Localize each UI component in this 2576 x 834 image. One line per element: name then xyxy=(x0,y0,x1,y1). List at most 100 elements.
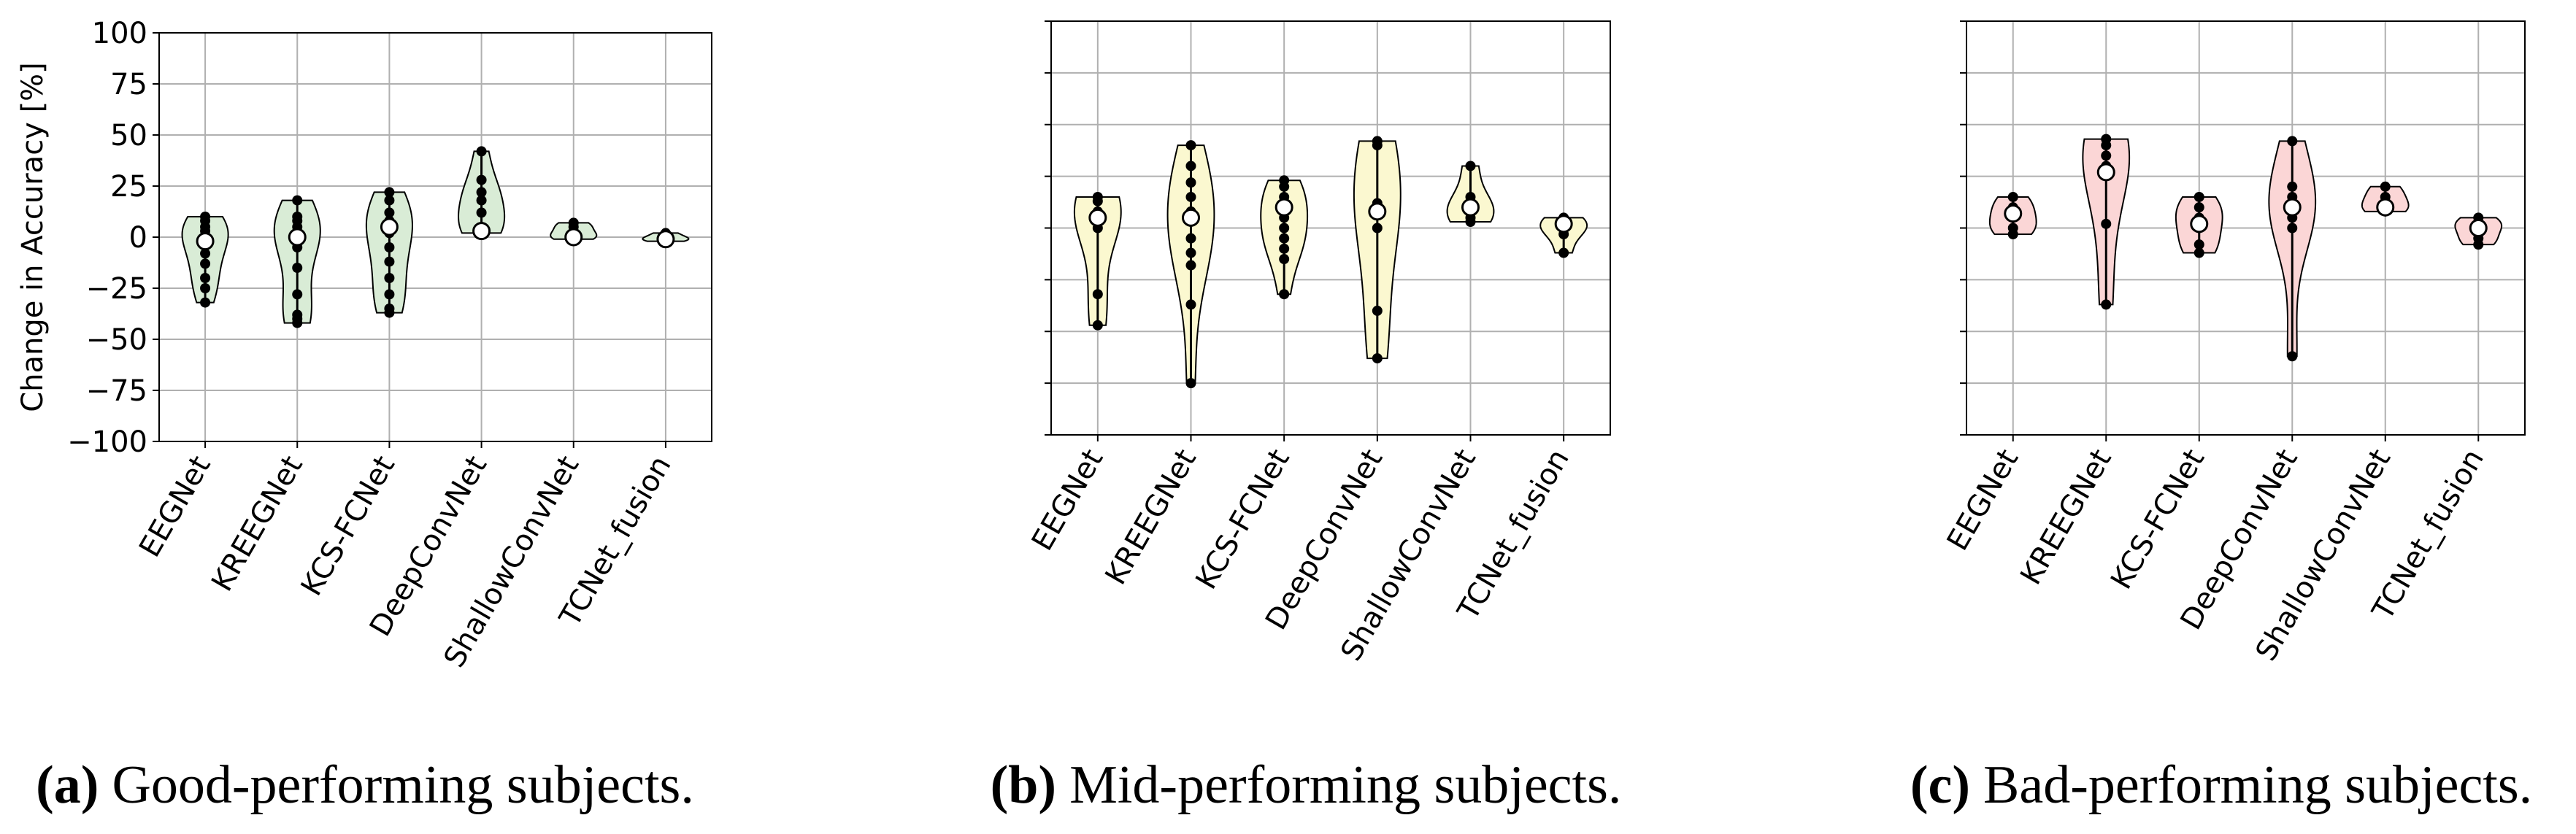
data-point xyxy=(2007,229,2018,240)
data-point xyxy=(1279,243,1290,254)
data-point xyxy=(1185,191,1196,202)
panel: EEGNetKREEGNetKCS-FCNetDeepConvNetShallo… xyxy=(1910,20,2532,815)
data-point xyxy=(200,297,211,308)
data-point xyxy=(2287,181,2298,192)
data-point xyxy=(2194,191,2204,202)
y-tick-label: 100 xyxy=(92,17,147,50)
median-marker xyxy=(1088,208,1107,227)
y-tick-label: 75 xyxy=(110,68,147,101)
x-tick-label: EEGNet xyxy=(1941,444,2026,556)
data-point xyxy=(1279,289,1290,300)
data-point xyxy=(2101,299,2112,310)
x-tick-label: EEGNet xyxy=(1026,444,1110,556)
x-tick-label: KREEGNet xyxy=(205,450,309,597)
data-point xyxy=(1372,305,1383,316)
axes-frame xyxy=(1966,20,2526,436)
y-tick-label: 25 xyxy=(110,170,147,204)
y-tick-label: −100 xyxy=(67,425,147,459)
data-point xyxy=(2194,247,2204,258)
data-point xyxy=(292,317,303,328)
data-point xyxy=(1372,140,1383,151)
data-point xyxy=(1185,299,1196,310)
caption-text: Bad-performing subjects. xyxy=(1983,755,2532,815)
caption-label: (a) xyxy=(36,755,99,815)
data-point xyxy=(292,195,303,206)
panel: −100 −75 −50 −25 0 25 50 75 100 EEGNetKREEGNetKCS… xyxy=(16,17,712,815)
x-tick-label: KREEGNet xyxy=(2014,444,2118,590)
data-point xyxy=(2101,150,2112,161)
data-point xyxy=(1372,353,1383,364)
y-tick-label: 0 xyxy=(129,221,147,255)
data-point xyxy=(1372,223,1383,233)
data-point xyxy=(292,289,303,300)
caption: (a) Good-performing subjects. xyxy=(36,755,694,815)
data-point xyxy=(1185,161,1196,171)
x-tick-label: KCS-FCNet xyxy=(295,450,401,601)
y-tick-label: 50 xyxy=(110,119,147,152)
caption: (c) Bad-performing subjects. xyxy=(1910,755,2532,815)
data-point xyxy=(2101,218,2112,229)
panel: EEGNetKREEGNetKCS-FCNetDeepConvNetShallo… xyxy=(991,20,1622,815)
data-point xyxy=(2194,202,2204,213)
data-point xyxy=(476,174,487,185)
axes-frame xyxy=(158,32,712,442)
y-tick-label: −75 xyxy=(86,374,147,408)
data-point xyxy=(2473,239,2484,250)
median-marker xyxy=(2004,204,2023,223)
data-point xyxy=(2287,351,2298,362)
data-point xyxy=(2101,140,2112,151)
median-marker xyxy=(1182,208,1200,227)
median-marker xyxy=(472,222,491,241)
data-point xyxy=(384,187,395,198)
median-marker xyxy=(196,232,215,251)
data-point xyxy=(384,289,395,300)
data-point xyxy=(384,256,395,267)
x-tick-label: KCS-FCNet xyxy=(2104,444,2211,595)
data-point xyxy=(1279,223,1290,233)
data-point xyxy=(1279,233,1290,244)
median-marker xyxy=(2190,215,2209,233)
data-point xyxy=(476,187,487,198)
axes-frame xyxy=(1050,20,1611,436)
data-point xyxy=(384,307,395,318)
median-marker xyxy=(2469,219,2488,237)
data-point xyxy=(1092,320,1103,331)
data-point xyxy=(384,273,395,283)
data-point xyxy=(2287,223,2298,233)
median-marker xyxy=(1274,198,1293,217)
median-marker xyxy=(1461,198,1480,217)
data-point xyxy=(200,283,211,293)
data-point xyxy=(2194,239,2204,250)
caption-label: (b) xyxy=(991,755,1056,815)
median-marker xyxy=(564,228,583,247)
data-point xyxy=(1185,247,1196,258)
data-point xyxy=(1185,378,1196,389)
data-point xyxy=(384,195,395,206)
data-point xyxy=(1092,289,1103,300)
data-point xyxy=(292,263,303,273)
median-marker xyxy=(2096,163,2115,182)
y-tick-label: −25 xyxy=(86,272,147,306)
data-point xyxy=(1279,181,1290,192)
caption: (b) Mid-performing subjects. xyxy=(991,755,1622,815)
data-point xyxy=(476,146,487,157)
caption-text: Mid-performing subjects. xyxy=(1069,755,1621,815)
median-marker xyxy=(288,228,307,247)
data-point xyxy=(2007,191,2018,202)
data-point xyxy=(200,248,211,259)
data-point xyxy=(1185,140,1196,151)
median-marker xyxy=(2283,198,2302,217)
data-point xyxy=(200,273,211,283)
x-tick-label: KREEGNet xyxy=(1099,444,1203,590)
caption-text: Good-performing subjects. xyxy=(112,755,693,815)
data-point xyxy=(384,207,395,218)
data-point xyxy=(1279,254,1290,265)
median-marker xyxy=(380,217,399,236)
data-point xyxy=(476,207,487,218)
data-point xyxy=(384,242,395,252)
median-marker xyxy=(1368,202,1387,221)
data-point xyxy=(1185,177,1196,188)
data-point xyxy=(1558,247,1569,258)
data-point xyxy=(1465,161,1476,171)
